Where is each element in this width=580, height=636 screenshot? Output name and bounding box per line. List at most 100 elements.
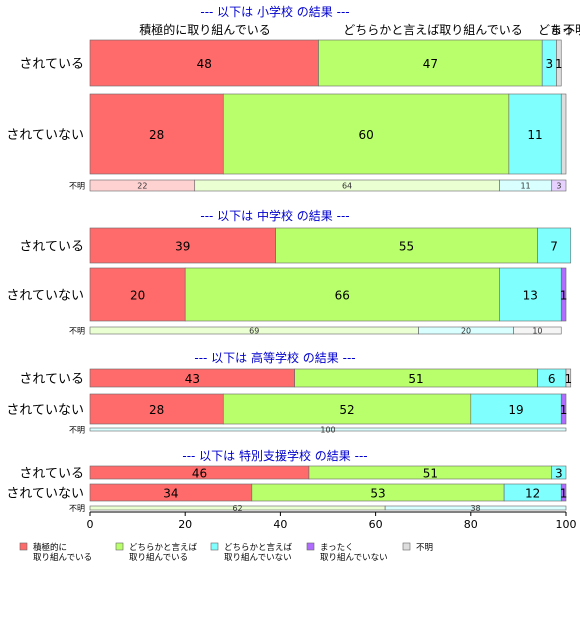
- bar-segment: [560, 483, 567, 502]
- top-column-label: 不明: [563, 23, 580, 37]
- bar-segment: [89, 393, 224, 425]
- data-label: 46: [192, 467, 207, 481]
- data-label: 1: [560, 487, 568, 501]
- row-label: されていない: [6, 403, 84, 418]
- data-label: 28: [149, 128, 164, 142]
- legend-swatch: [402, 542, 411, 551]
- x-tick-label: 0: [87, 518, 94, 531]
- bar-segment: [184, 267, 500, 322]
- data-label: 100: [320, 426, 335, 435]
- data-label: 3: [546, 57, 554, 71]
- data-label: 6: [548, 372, 556, 386]
- row-label: されている: [19, 467, 84, 482]
- legend-swatch: [306, 542, 315, 551]
- data-label: 3: [556, 182, 561, 191]
- bar-segment: [513, 326, 562, 335]
- data-label: 38: [470, 504, 480, 513]
- data-label: 47: [423, 57, 438, 71]
- row-label: されていない: [6, 128, 84, 143]
- data-label: 51: [423, 467, 438, 481]
- legend-swatch: [115, 542, 124, 551]
- legend-label: 積極的に: [33, 542, 67, 553]
- bar-segment: [275, 227, 538, 264]
- data-label: 1: [560, 403, 568, 417]
- row-label: されている: [19, 372, 84, 387]
- top-column-label: どちらかと言えば取り組んでいる: [343, 23, 522, 37]
- top-column-label: 積極的に取り組んでいる: [139, 22, 270, 37]
- bar-segment: [499, 267, 562, 322]
- group-title: --- 以下は 特別支援学校 の結果 ---: [182, 448, 367, 463]
- bar-segment: [551, 465, 567, 480]
- data-label: 1: [565, 372, 573, 386]
- legend-label: 取り組んでいる: [33, 552, 92, 563]
- x-tick-label: 100: [556, 518, 577, 531]
- data-label: 55: [399, 240, 414, 254]
- top-column-label: まっ: [550, 23, 574, 37]
- data-label: 52: [339, 403, 354, 417]
- row-label: 不明: [69, 426, 85, 435]
- data-label: 62: [232, 504, 242, 513]
- bar-segment: [551, 179, 567, 192]
- x-tick-label: 80: [464, 518, 478, 531]
- bar-segment: [89, 39, 319, 87]
- data-label: 11: [527, 128, 542, 142]
- data-label: 64: [342, 182, 352, 191]
- data-label: 13: [523, 289, 538, 303]
- bar-segment: [560, 393, 567, 425]
- data-label: 12: [525, 487, 540, 501]
- group-title: --- 以下は 中学校 の結果 ---: [200, 208, 349, 223]
- row-label: 不明: [69, 504, 85, 513]
- data-label: 20: [461, 327, 471, 336]
- legend-label: 取り組んでいる: [129, 552, 188, 563]
- row-label: されている: [19, 240, 84, 255]
- bar-segment: [556, 39, 562, 87]
- data-label: 22: [137, 182, 147, 191]
- legend-swatch: [210, 542, 219, 551]
- group-title: --- 以下は 小学校 の結果 ---: [200, 4, 349, 19]
- data-label: 19: [508, 403, 523, 417]
- row-label: されていない: [6, 487, 84, 502]
- top-column-label: どち: [538, 23, 562, 37]
- data-label: 11: [520, 182, 530, 191]
- bar-segment: [560, 93, 567, 175]
- data-label: 1: [560, 289, 568, 303]
- data-label: 34: [163, 487, 178, 501]
- data-label: 20: [130, 289, 145, 303]
- data-label: 39: [175, 240, 190, 254]
- legend-label: 取り組んでいない: [224, 552, 292, 563]
- row-label: されていない: [6, 289, 84, 304]
- data-label: 28: [149, 403, 164, 417]
- bar-segment: [89, 427, 567, 432]
- legend-swatch: [19, 542, 28, 551]
- row-label: されている: [19, 57, 84, 72]
- bar-segment: [560, 267, 567, 322]
- data-label: 60: [358, 128, 373, 142]
- data-label: 7: [550, 240, 558, 254]
- legend-label: まったく: [320, 543, 354, 553]
- group-title: --- 以下は 高等学校 の結果 ---: [194, 350, 355, 365]
- x-tick-label: 40: [273, 518, 287, 531]
- bar-segment: [565, 368, 572, 388]
- x-tick-label: 20: [178, 518, 192, 531]
- bar-segment: [89, 227, 276, 264]
- data-label: 43: [185, 372, 200, 386]
- data-label: 3: [555, 467, 563, 481]
- row-label: 不明: [69, 327, 85, 336]
- data-label: 53: [370, 487, 385, 501]
- x-tick-label: 60: [369, 518, 383, 531]
- bar-segment: [384, 505, 567, 511]
- bar-segment: [89, 93, 224, 175]
- bar-segment: [537, 227, 572, 264]
- data-label: 48: [197, 57, 212, 71]
- data-label: 1: [555, 57, 563, 71]
- legend-label: どちらかと言えば: [129, 542, 198, 553]
- legend-label: 取り組んでいない: [320, 552, 388, 563]
- data-label: 10: [532, 327, 542, 336]
- legend-label: どちらかと言えば: [224, 542, 293, 553]
- row-label: 不明: [69, 182, 85, 191]
- legend-label: 不明: [416, 543, 433, 553]
- data-label: 66: [335, 289, 350, 303]
- data-label: 51: [408, 372, 423, 386]
- bar-segment: [89, 267, 186, 322]
